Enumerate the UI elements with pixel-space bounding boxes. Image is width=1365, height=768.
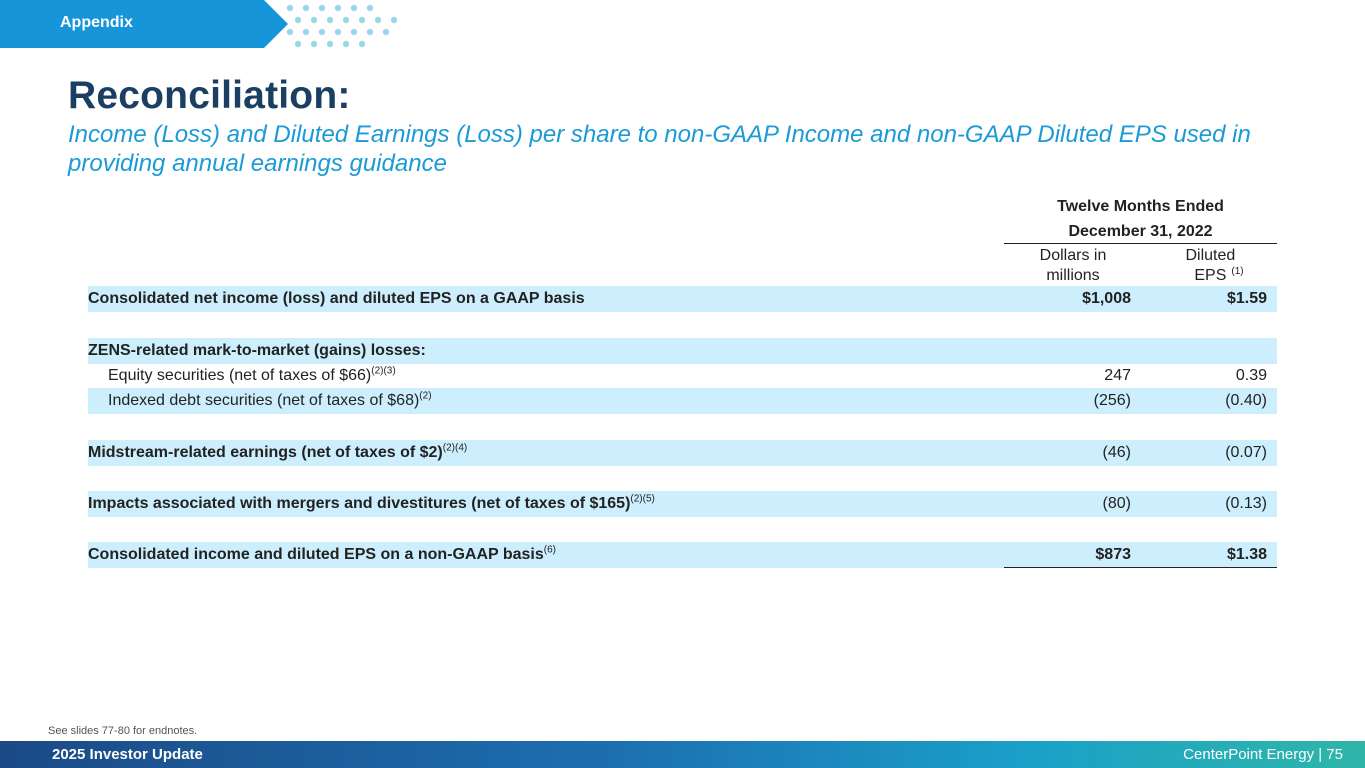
column-header-dollars-text: Dollars in millions [1039,247,1107,284]
row-label-text: Impacts associated with mergers and dive… [88,495,631,512]
row-dollars: (46) [1102,444,1131,461]
row-eps: (0.13) [1225,495,1267,512]
table-row-equity-securities: Equity securities (net of taxes of $66)(… [88,363,1277,389]
row-label: Impacts associated with mergers and dive… [88,493,655,513]
table-row-indexed-debt: Indexed debt securities (net of taxes of… [88,388,1277,414]
row-label-text: Midstream-related earnings (net of taxes… [88,444,443,461]
row-label-text: Equity securities (net of taxes of $66) [108,367,372,384]
row-note: (2)(4) [442,442,468,454]
table-row-non-gaap: Consolidated income and diluted EPS on a… [88,542,1277,568]
row-eps: (0.40) [1225,392,1267,409]
page-title: Reconciliation: [68,74,351,117]
table-row-zens-header: ZENS-related mark-to-market (gains) loss… [88,338,1277,364]
row-label: Indexed debt securities (net of taxes of… [108,390,432,410]
footer-bar: 2025 Investor Update CenterPoint Energy … [0,741,1365,768]
row-label: Consolidated income and diluted EPS on a… [88,544,556,564]
row-label-text: Consolidated income and diluted EPS on a… [88,546,544,563]
row-note: (2)(3) [371,365,396,377]
row-label: Consolidated net income (loss) and dilut… [88,290,585,307]
table-row-gaap: Consolidated net income (loss) and dilut… [88,286,1277,312]
row-dollars: $873 [1095,546,1131,563]
period-header-line2: December 31, 2022 [1068,223,1213,240]
column-header-eps-note: (1) [1231,265,1244,277]
row-eps: (0.07) [1225,444,1267,461]
row-label: ZENS-related mark-to-market (gains) loss… [88,342,426,359]
footer-event-title: 2025 Investor Update [52,746,203,763]
section-tag-shape [0,0,288,48]
period-header-line1: Twelve Months Ended [1057,198,1224,215]
row-note: (2) [419,390,432,402]
row-dollars: (256) [1093,392,1131,409]
table-row-mergers: Impacts associated with mergers and dive… [88,491,1277,517]
footer-company-page: CenterPoint Energy | 75 [1183,746,1343,763]
header-rule [1004,243,1277,244]
page-subtitle: Income (Loss) and Diluted Earnings (Loss… [68,121,1251,177]
table-row-midstream: Midstream-related earnings (net of taxes… [88,440,1277,466]
section-tag-label: Appendix [60,14,133,31]
row-eps: $1.59 [1226,290,1267,307]
column-header-dollars: Dollars in millions [1004,246,1142,286]
row-note: (6) [543,544,556,556]
column-header-eps: Diluted EPS (1) [1142,246,1277,286]
row-label-text: Indexed debt securities (net of taxes of… [108,392,420,409]
column-header-eps-text: Diluted EPS [1185,247,1236,284]
row-label: Midstream-related earnings (net of taxes… [88,442,468,462]
row-label: Equity securities (net of taxes of $66)(… [108,365,396,385]
row-dollars: 247 [1104,367,1131,384]
row-eps: 0.39 [1235,367,1267,384]
row-eps: $1.38 [1226,546,1267,563]
endnotes-reference: See slides 77-80 for endnotes. [48,725,198,737]
row-dollars: (80) [1102,495,1131,512]
decorative-dots [286,4,398,48]
row-dollars: $1,008 [1082,290,1131,307]
total-bottom-rule [1004,567,1277,568]
row-note: (2)(5) [630,493,655,505]
